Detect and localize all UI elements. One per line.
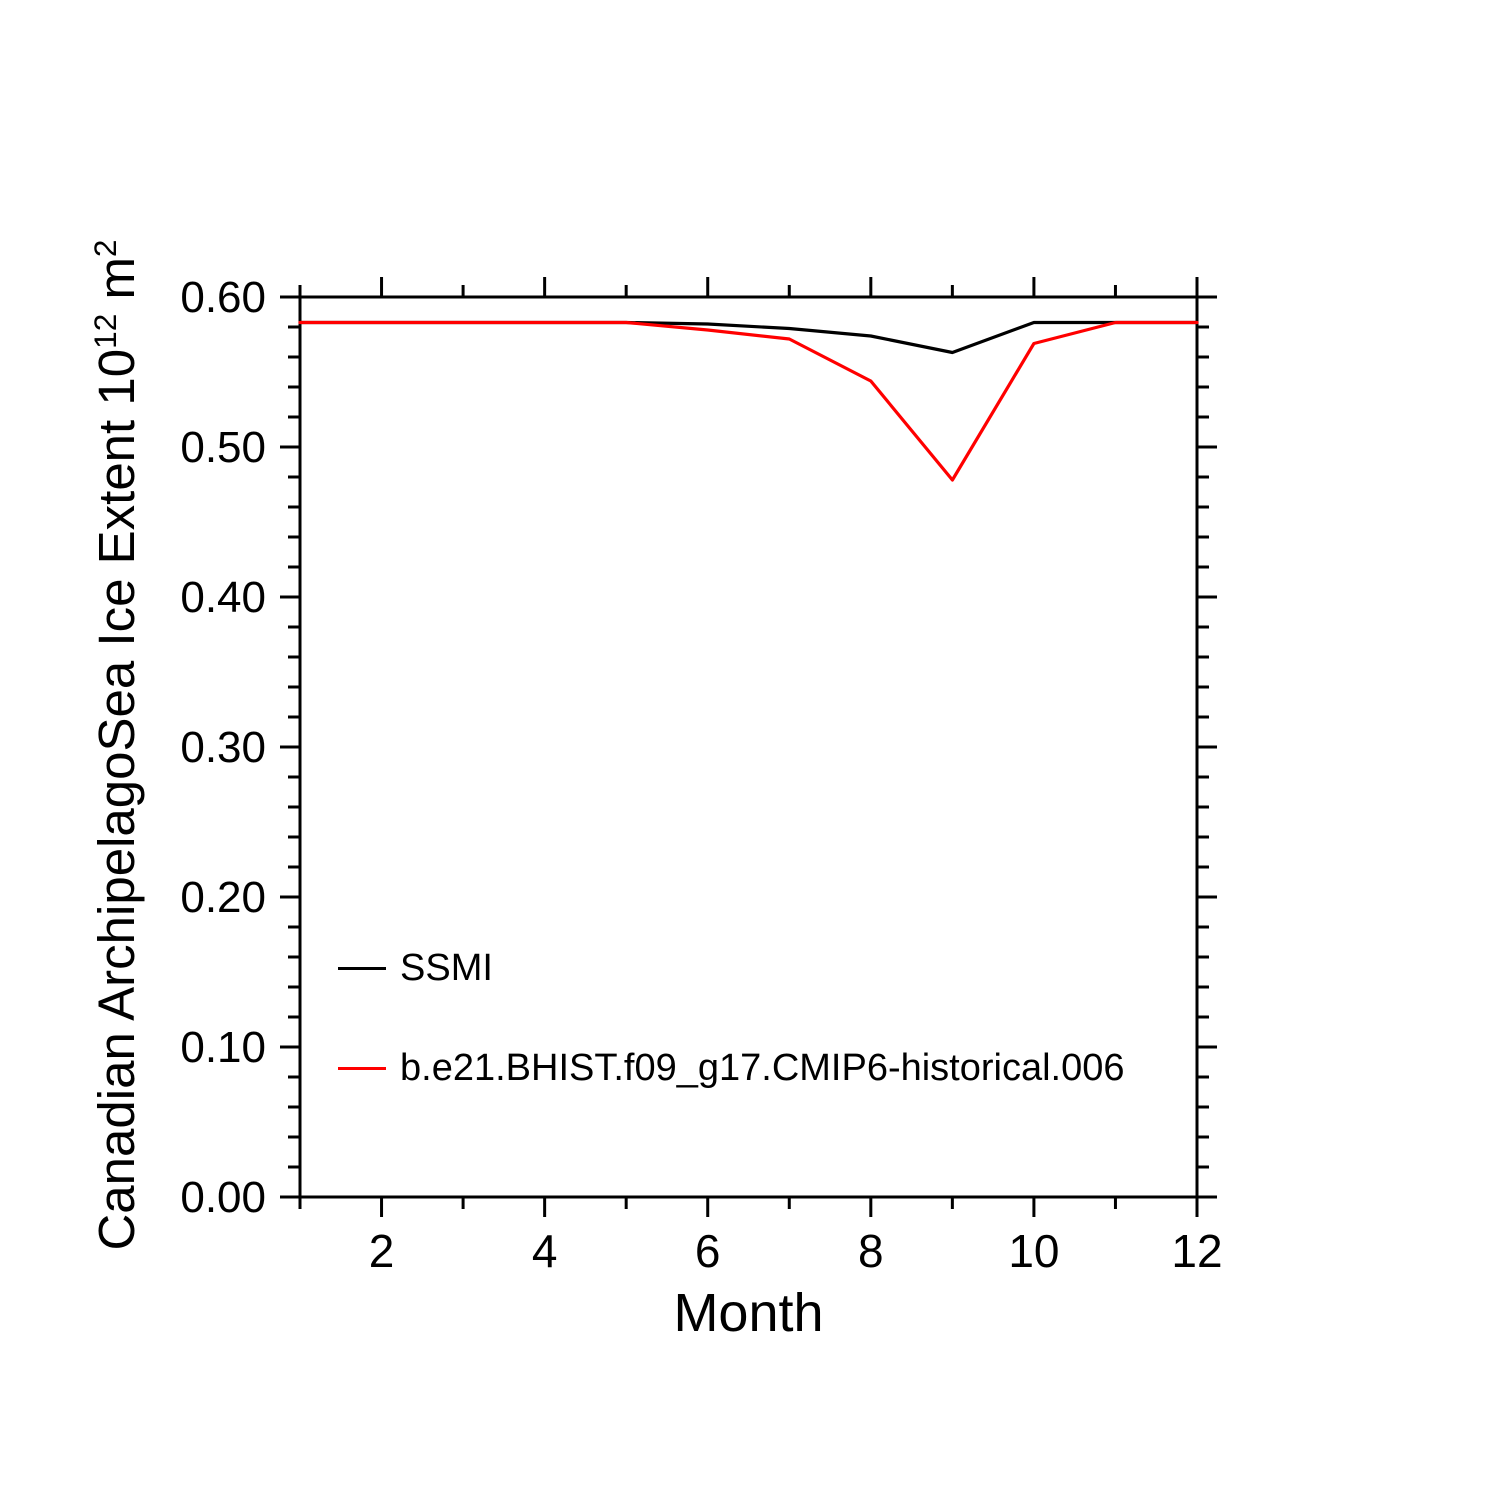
y-tick-label: 0.30 — [180, 723, 266, 772]
y-tick-label: 0.40 — [180, 573, 266, 622]
legend-label: SSMI — [400, 946, 493, 989]
x-tick-label: 10 — [1008, 1225, 1059, 1277]
y-tick-label: 0.20 — [180, 873, 266, 922]
y-tick-label: 0.60 — [180, 273, 266, 322]
y-tick-label: 0.00 — [180, 1173, 266, 1222]
y-axis-label: Canadian ArchipelagoSea Ice Extent 1012 … — [87, 239, 145, 1251]
x-tick-label: 8 — [858, 1225, 884, 1277]
x-tick-label: 2 — [369, 1225, 395, 1277]
y-tick-label: 0.50 — [180, 423, 266, 472]
plot-frame — [298, 295, 1199, 1199]
x-axis-label: Month — [673, 1283, 824, 1343]
x-tick-label: 12 — [1171, 1225, 1222, 1277]
legend-line-sample-black — [338, 966, 386, 970]
x-tick-label: 4 — [532, 1225, 558, 1277]
legend-line-sample-red — [338, 1066, 386, 1070]
legend-label: b.e21.BHIST.f09_g17.CMIP6-historical.006 — [400, 1046, 1125, 1089]
series-line-1 — [298, 320, 1199, 482]
legend-item-ssmi: SSMI — [338, 946, 493, 989]
x-tick-label: 6 — [695, 1225, 721, 1277]
y-tick-label: 0.10 — [180, 1023, 266, 1072]
legend-item-model: b.e21.BHIST.f09_g17.CMIP6-historical.006 — [338, 1046, 1125, 1089]
